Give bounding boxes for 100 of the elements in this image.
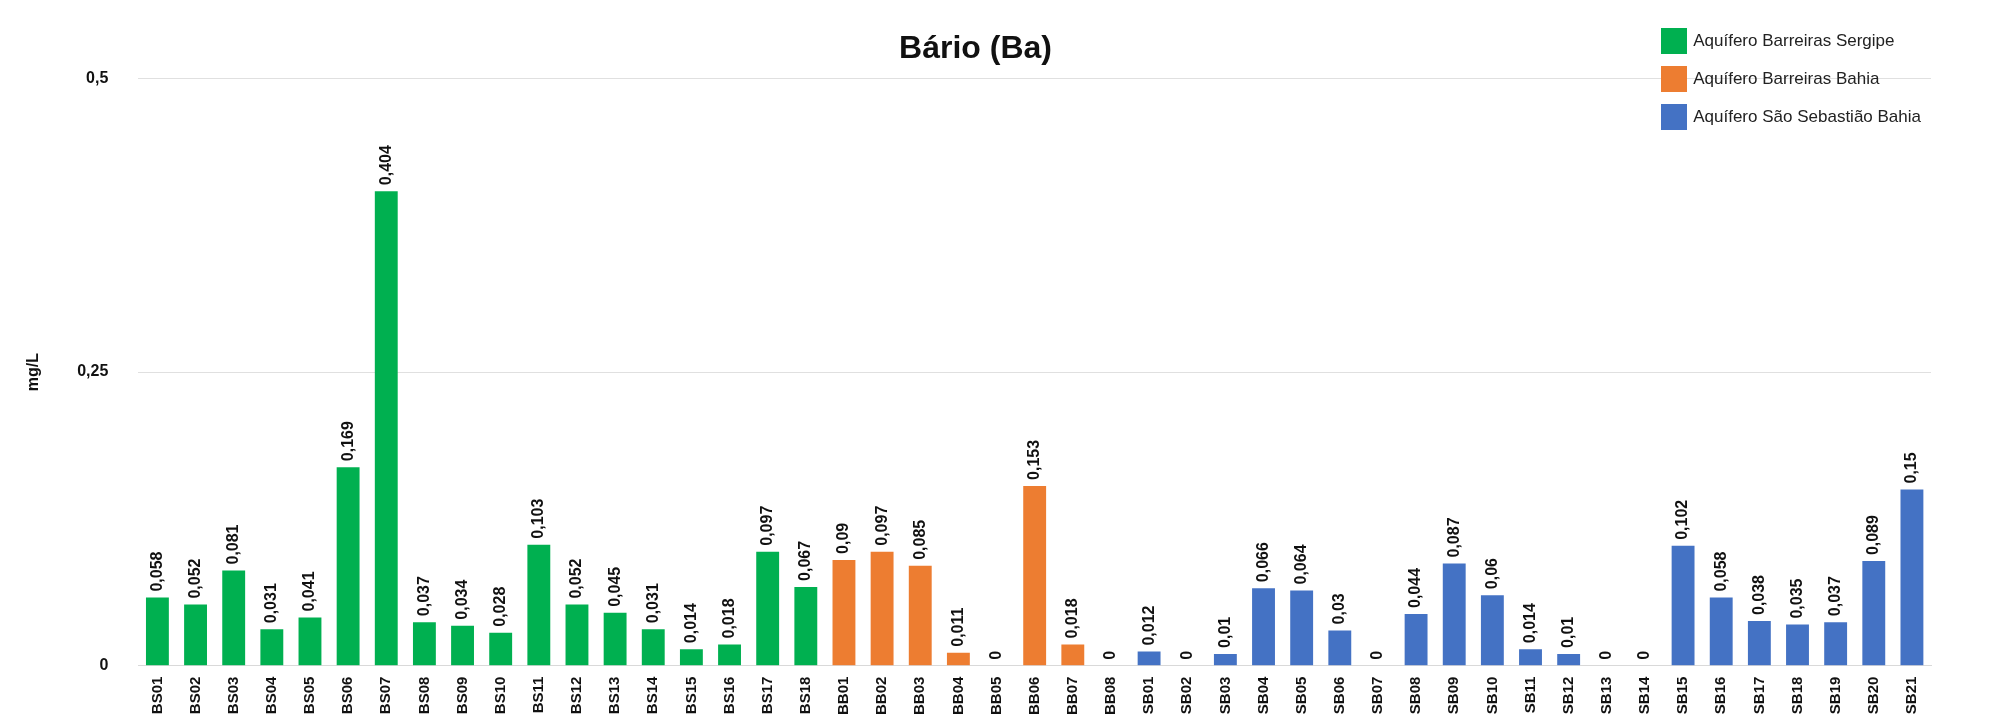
bar xyxy=(756,551,780,666)
x-tick-label: SB01 xyxy=(1139,676,1157,715)
x-tick-label: SB11 xyxy=(1520,676,1538,714)
data-label: 0,045 xyxy=(605,566,623,607)
y-tick-label: 0 xyxy=(99,656,109,674)
x-tick-label: SB05 xyxy=(1291,676,1309,715)
data-label: 0,018 xyxy=(719,598,737,639)
data-label: 0,087 xyxy=(1444,517,1462,558)
bar xyxy=(1213,653,1237,666)
x-tick-label: BS17 xyxy=(757,676,775,715)
data-label: 0,066 xyxy=(1253,541,1271,583)
bar xyxy=(184,604,207,666)
y-tick-label: 0,5 xyxy=(86,68,109,86)
x-tick-label: BB04 xyxy=(948,676,966,716)
data-label: 0,085 xyxy=(910,519,928,560)
x-tick-label: SB21 xyxy=(1902,676,1920,715)
data-label: 0,01 xyxy=(1215,616,1233,648)
data-label: 0,012 xyxy=(1139,605,1157,646)
x-tick-label: BS10 xyxy=(490,676,508,715)
x-tick-label: BS16 xyxy=(719,676,737,715)
x-tick-label: BS06 xyxy=(338,676,356,715)
bar xyxy=(145,597,169,666)
data-label: 0,014 xyxy=(681,603,699,644)
data-label: 0,028 xyxy=(491,586,509,627)
data-label: 0,153 xyxy=(1025,439,1043,480)
data-label: 0,09 xyxy=(834,522,852,554)
x-tick-label: BB01 xyxy=(834,676,852,716)
data-label: 0,081 xyxy=(224,524,242,565)
bar xyxy=(222,570,246,666)
x-tick-label: BS15 xyxy=(681,676,699,715)
y-tick-label: 0,25 xyxy=(77,362,109,380)
x-tick-label: SB10 xyxy=(1482,676,1500,715)
x-tick-label: BS11 xyxy=(528,676,546,714)
data-label: 0,097 xyxy=(758,505,776,546)
x-tick-label: BS14 xyxy=(643,676,661,715)
bar xyxy=(1900,489,1924,666)
bar xyxy=(870,551,894,666)
data-label: 0,03 xyxy=(1330,593,1348,625)
legend-label: Aquífero São Sebastião Bahia xyxy=(1693,107,1921,127)
data-label: 0 xyxy=(1635,650,1653,660)
x-tick-label: SB12 xyxy=(1558,676,1576,715)
bar xyxy=(946,652,970,666)
data-label: 0,103 xyxy=(529,498,547,539)
bar xyxy=(1290,590,1314,666)
bar xyxy=(1747,621,1771,666)
x-tick-label: BS01 xyxy=(147,676,165,715)
x-tick-label: SB07 xyxy=(1368,676,1386,715)
data-label: 0,067 xyxy=(796,540,814,581)
bar xyxy=(641,629,665,666)
x-tick-label: BS08 xyxy=(414,676,432,715)
bar xyxy=(1671,545,1695,666)
x-tick-label: SB02 xyxy=(1177,676,1195,715)
bar xyxy=(794,586,818,666)
legend-label: Aquífero Barreiras Bahia xyxy=(1693,69,1880,89)
data-label: 0 xyxy=(1597,650,1615,660)
x-tick-label: SB18 xyxy=(1787,676,1805,715)
bar xyxy=(1137,651,1161,666)
x-tick-label: SB17 xyxy=(1749,676,1767,715)
data-label: 0,031 xyxy=(643,583,661,624)
bar xyxy=(1862,561,1886,666)
bar xyxy=(679,649,703,666)
data-label: 0,102 xyxy=(1673,499,1691,540)
data-label: 0 xyxy=(986,650,1004,660)
bar xyxy=(1442,563,1466,666)
x-tick-label: SB03 xyxy=(1215,676,1233,715)
data-label: 0,035 xyxy=(1787,578,1805,619)
x-tick-label: BB06 xyxy=(1024,676,1042,716)
bar xyxy=(718,644,741,666)
data-label: 0,097 xyxy=(872,505,890,546)
data-label: 0 xyxy=(1368,650,1386,660)
x-tick-label: BS09 xyxy=(452,676,470,715)
x-tick-label: BB02 xyxy=(872,676,890,716)
bar xyxy=(374,191,398,666)
x-tick-label: SB13 xyxy=(1596,676,1614,715)
data-label: 0,058 xyxy=(1711,551,1729,592)
bar xyxy=(412,622,436,666)
bar xyxy=(1709,597,1733,666)
x-tick-label: BS02 xyxy=(185,676,203,715)
bar xyxy=(1404,613,1428,666)
x-tick-label: BS04 xyxy=(261,676,279,715)
x-tick-label: BS03 xyxy=(223,676,241,715)
bar xyxy=(1824,622,1848,666)
x-tick-label: BS13 xyxy=(605,676,623,715)
y-axis-title: mg/L xyxy=(24,352,42,392)
bar xyxy=(908,565,932,666)
x-tick-label: BB08 xyxy=(1101,676,1119,716)
bar xyxy=(336,467,360,666)
x-tick-label: SB06 xyxy=(1329,676,1347,715)
bar xyxy=(1328,630,1352,666)
x-tick-label: SB09 xyxy=(1444,676,1462,715)
data-label: 0,052 xyxy=(185,558,203,599)
data-label: 0,037 xyxy=(414,576,432,617)
data-label: 0,044 xyxy=(1406,567,1424,608)
data-label: 0,15 xyxy=(1902,452,1920,484)
x-tick-label: SB08 xyxy=(1406,676,1424,715)
data-label: 0,089 xyxy=(1864,514,1882,556)
data-label: 0,052 xyxy=(567,558,585,599)
bar xyxy=(1023,485,1047,666)
data-label: 0,037 xyxy=(1826,576,1844,617)
data-label: 0,031 xyxy=(262,583,280,624)
